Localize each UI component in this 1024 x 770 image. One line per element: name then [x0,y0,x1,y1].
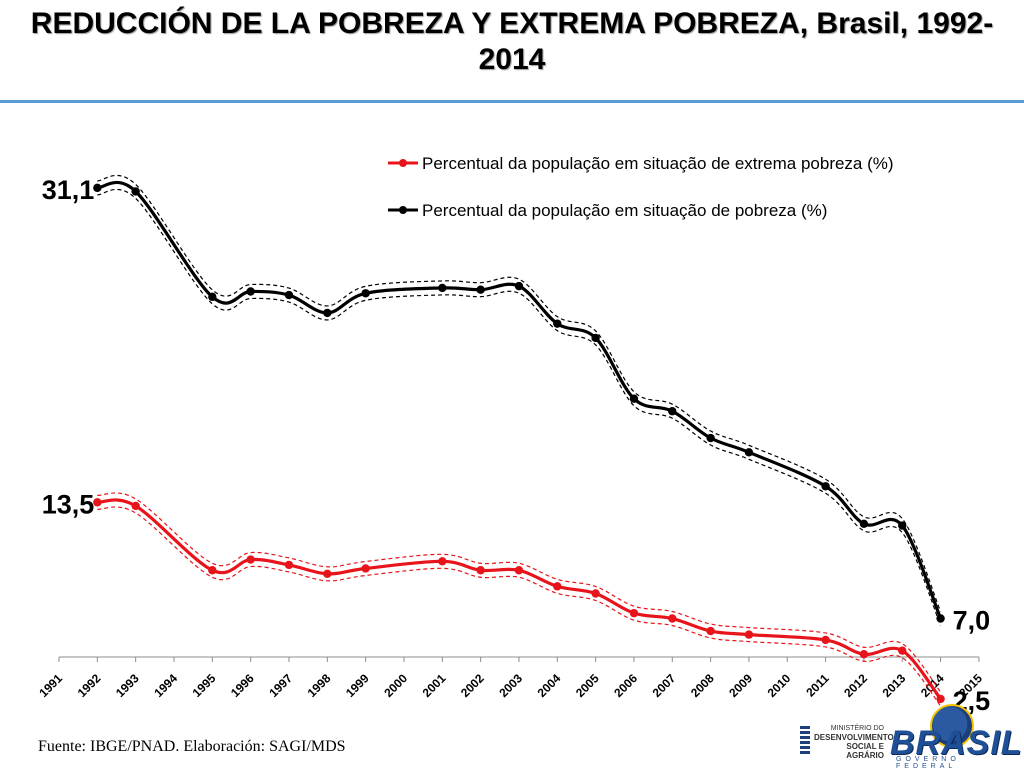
series-1-point [361,289,370,298]
series-1-point [131,187,140,196]
legend-1-label: Percentual da população em situação de p… [422,201,827,220]
x-tick-label: 2004 [535,671,564,700]
series-1-band [97,174,942,612]
x-tick-label: 1999 [343,671,372,700]
series-1-point [898,521,907,530]
series-1-point [476,285,485,294]
series-0-point [668,614,677,623]
legend-0-label: Percentual da população em situação de e… [422,154,894,173]
series-0-start-label: 13,5 [42,489,95,519]
series-1-point [553,319,562,328]
series-1-start-label: 31,1 [42,175,95,205]
x-tick-label: 1995 [190,671,219,700]
x-tick-label: 2010 [765,671,794,700]
x-tick-label: 2003 [496,671,525,700]
series-0-point [898,646,907,655]
globe-icon [930,704,974,748]
series-0-point [859,650,869,659]
series-0-point [476,566,485,575]
brasil-logo: BRASIL GOVERNO FEDERAL [888,704,1022,770]
series-0-point [93,498,102,507]
x-tick-label: 2000 [381,671,410,700]
series-1-point [668,407,677,416]
series-1-point [591,333,600,343]
x-tick-label: 2011 [803,671,832,700]
series-1-point [438,283,447,293]
title-divider [0,100,1024,103]
x-tick-label: 2008 [688,671,717,700]
series-1-band [97,188,942,626]
series-0-point [438,557,447,566]
series-1-point [514,281,524,291]
mds-logo-line1: MINISTÉRIO DO [830,725,884,732]
brasil-logo-word: BRASIL [890,724,1023,762]
x-tick-label: 2001 [420,671,449,700]
series-0-point [284,560,294,570]
series-0-line [97,498,942,700]
legend-1-swatch-dot [399,206,407,214]
line-chart: 1991 1992 1993 1994 1995 1996 1997 1998 1999 2000… [36,154,991,716]
series-1-end-label: 7,0 [953,606,991,636]
chart-title: REDUCCIÓN DE LA POBREZA Y EXTREMA POBREZ… [30,7,994,76]
x-tick-label: 1994 [151,671,180,700]
series-1-point [821,482,830,491]
series-0-point [553,582,562,591]
mds-logo: MINISTÉRIO DO DESENVOLVIMENTO SOCIAL E A… [800,724,894,760]
x-tick-label: 2006 [611,671,640,700]
x-tick-label: 2005 [573,671,602,700]
series-1-point [744,448,754,457]
x-tick-label: 1992 [75,671,104,700]
series-0-point [744,630,754,639]
mds-logo-line3: SOCIAL E AGRÁRIO [846,742,884,760]
series-1-line [97,180,943,620]
series-0-point [514,566,524,575]
series-0-point [821,635,830,645]
mds-logo-bars [800,726,810,756]
x-tick-label: 1993 [113,671,142,700]
series-1-point [246,287,255,296]
series-0-point [131,501,140,511]
series-0-point [361,564,370,573]
series-1-point [936,614,945,623]
series-0-point [323,569,332,579]
series-0-point [246,555,255,564]
x-tick-label: 1991 [36,671,65,700]
x-tick-label: 2009 [726,671,755,700]
source-note: Fuente: IBGE/PNAD. Elaboración: SAGI/MDS [38,738,346,755]
series-1-point [323,308,332,318]
mds-logo-text: MINISTÉRIO DO DESENVOLVIMENTO SOCIAL E A… [814,724,894,760]
series-1-point [93,183,102,193]
series-0-point [629,608,639,618]
x-tick-label: 2013 [880,671,909,700]
x-tick-label: 1998 [305,671,334,700]
x-tick-label: 2007 [650,671,679,700]
series-0-point [591,589,600,598]
mds-logo-line2: DESENVOLVIMENTO [814,733,894,742]
x-tick-label: 1997 [266,671,295,700]
series-1-point [208,292,217,302]
series-0-point [706,626,715,636]
series-0-point [936,694,945,704]
series-1-point [284,290,294,300]
x-tick-label: 2002 [458,671,487,700]
series-0-band [97,492,942,693]
series-1-point [629,394,639,403]
legend-0-swatch-dot [399,159,407,167]
series-0-point [208,566,217,575]
series-1-point [706,433,715,443]
x-tick-label: 2012 [841,671,870,700]
x-tick-label: 1996 [228,671,257,700]
brasil-logo-sub: GOVERNO FEDERAL [896,756,960,770]
series-1-point [859,519,869,528]
